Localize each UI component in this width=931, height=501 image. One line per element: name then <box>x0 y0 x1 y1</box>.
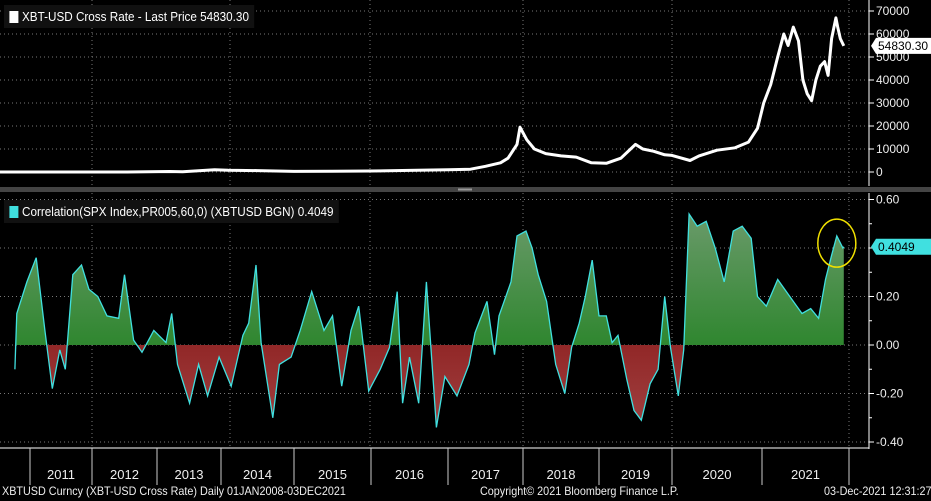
price-axis-label: 30000 <box>876 96 910 110</box>
price-series-line <box>0 16 846 174</box>
correlation-legend-label: Correlation(SPX Index,PR005,60,0) (XBTUS… <box>22 204 334 219</box>
correlation-last-value-label: 0.4049 <box>871 238 931 255</box>
year-label: 2011 <box>47 467 75 482</box>
correlation-legend: Correlation(SPX Index,PR005,60,0) (XBTUS… <box>4 200 339 223</box>
price-axis-label: 20000 <box>876 119 910 133</box>
price-last-value-label: 54830.30 <box>871 37 931 54</box>
highlight-circle-annotation <box>817 218 857 268</box>
year-label: 2021 <box>791 467 820 482</box>
correlation-axis-label: -0.20 <box>876 387 904 401</box>
correlation-series-line <box>14 211 845 428</box>
correlation-axis-label: 0.20 <box>876 290 900 304</box>
correlation-axis-label: 0.00 <box>876 338 900 352</box>
price-legend-label: XBT-USD Cross Rate - Last Price 54830.30 <box>22 9 249 24</box>
price-last-value-label-box <box>871 37 931 54</box>
footer-timestamp: 03-Dec-2021 12:31:27 <box>824 484 931 498</box>
footer-copyright: Copyright© 2021 Bloomberg Finance L.P. <box>480 484 679 498</box>
correlation-legend-swatch <box>9 205 19 218</box>
negative-correlation-area <box>14 345 844 428</box>
price-legend-swatch <box>9 10 19 23</box>
price-panel <box>0 16 846 174</box>
price-legend: XBT-USD Cross Rate - Last Price 54830.30 <box>4 5 255 28</box>
price-axis-label: 70000 <box>876 4 910 18</box>
year-label: 2017 <box>471 467 500 482</box>
year-label: 2012 <box>110 467 139 482</box>
year-label: 2013 <box>175 467 204 482</box>
price-axis-label: 0 <box>876 165 883 179</box>
year-label: 2015 <box>318 467 347 482</box>
price-axis-label: 40000 <box>876 73 910 87</box>
price-axis-label: 10000 <box>876 142 910 156</box>
positive-correlation-area <box>14 214 844 345</box>
price-axis-label: 60000 <box>876 27 910 41</box>
year-label: 2016 <box>395 467 424 482</box>
correlation-last-value-label-text: 0.4049 <box>878 240 915 254</box>
correlation-axis-label: 0.60 <box>876 193 900 207</box>
price-last-value-label-text: 54830.30 <box>878 39 928 53</box>
correlation-last-value-label-box <box>871 238 931 255</box>
correlation-axis-label: -0.40 <box>876 435 904 449</box>
year-label: 2018 <box>547 467 576 482</box>
year-label: 2014 <box>243 467 272 482</box>
panel-divider-handle[interactable] <box>458 188 472 191</box>
footer-ticker: XBTUSD Curncy (XBT-USD Cross Rate) Daily… <box>2 484 346 498</box>
year-label: 2020 <box>703 467 732 482</box>
year-label: 2019 <box>621 467 650 482</box>
correlation-panel <box>14 211 857 428</box>
axes: 7000060000500004000030000200001000000.60… <box>0 0 931 485</box>
